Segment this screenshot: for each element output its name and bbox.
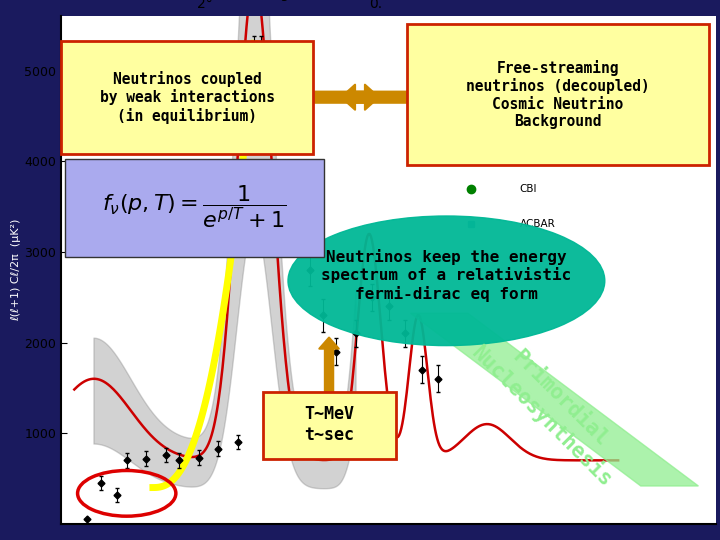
Text: T~MeV
t~sec: T~MeV t~sec xyxy=(304,405,354,444)
Text: Free-streaming
neutrinos (decoupled)
Cosmic Neutrino
Background: Free-streaming neutrinos (decoupled) Cos… xyxy=(466,60,650,129)
Text: Primordial
Nucleosynthesis: Primordial Nucleosynthesis xyxy=(468,325,634,491)
Text: 0.: 0. xyxy=(369,0,382,11)
Text: $f_\nu(p,T) = \dfrac{1}{e^{p/T}+1}$: $f_\nu(p,T) = \dfrac{1}{e^{p/T}+1}$ xyxy=(102,184,287,230)
Text: Neutrinos coupled
by weak interactions
(in equilibrium): Neutrinos coupled by weak interactions (… xyxy=(99,71,275,124)
Text: Neutrinos keep the energy
spectrum of a relativistic
fermi-dirac eq form: Neutrinos keep the energy spectrum of a … xyxy=(321,249,572,302)
Text: WMAP: WMAP xyxy=(520,148,552,158)
Text: CBI: CBI xyxy=(520,184,537,194)
Text: Λ - CDM All Data: Λ - CDM All Data xyxy=(520,113,606,123)
Text: ACBAR: ACBAR xyxy=(520,219,556,230)
Text: Spectrum: Spectrum xyxy=(467,82,535,96)
Text: 2°: 2° xyxy=(197,0,213,11)
Text: Angular Scale: Angular Scale xyxy=(262,0,358,1)
Text: ℓ(ℓ+1) Cℓ/2π  (μK²): ℓ(ℓ+1) Cℓ/2π (μK²) xyxy=(11,219,21,321)
